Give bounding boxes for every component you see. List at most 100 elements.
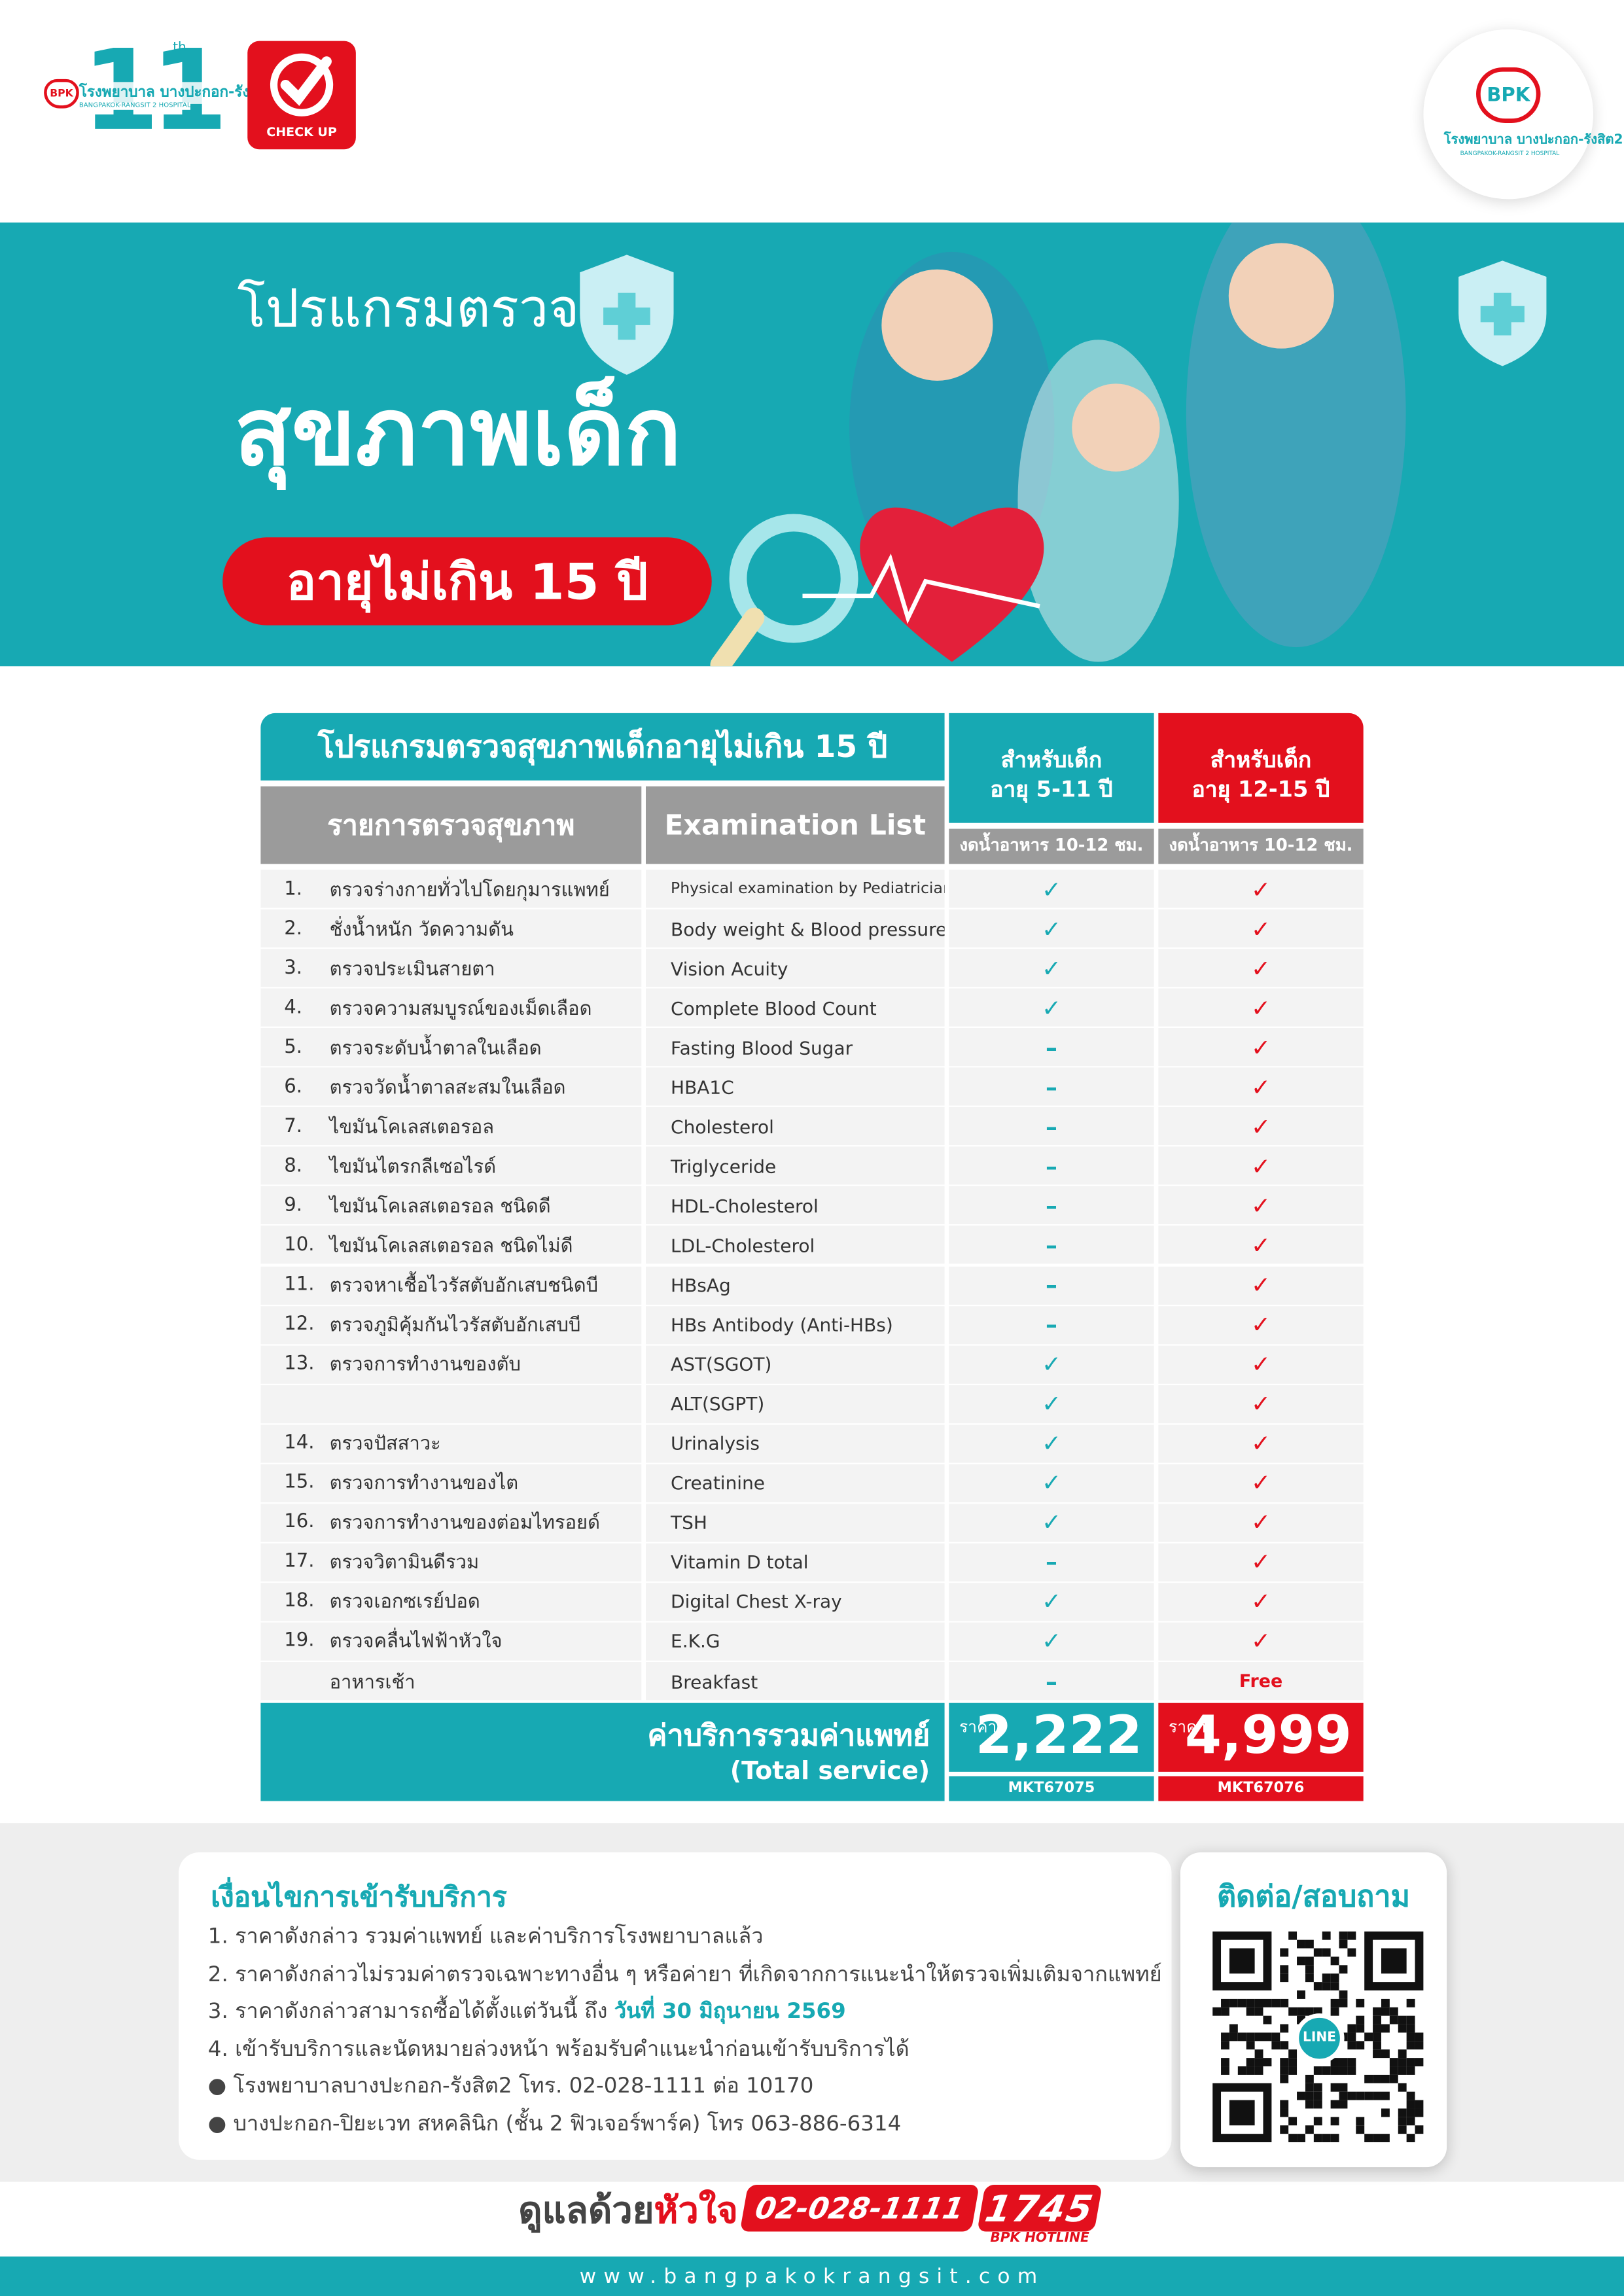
check-mark: – xyxy=(1046,1192,1057,1220)
qr-module xyxy=(1389,2074,1398,2083)
row-number: 17. xyxy=(284,1551,315,1574)
qr-module xyxy=(1347,2066,1356,2075)
qr-module xyxy=(1364,2032,1373,2041)
banner: โปรแกรมตรวจ สุขภาพเด็ก อายุไม่เกิน 15 ปี xyxy=(0,222,1624,667)
qr-module xyxy=(1237,2032,1246,2041)
qr-module xyxy=(1305,2100,1314,2109)
qr-module xyxy=(1356,2041,1365,2050)
row-th-text: ตรวจความสมบูรณ์ของเม็ดเลือด xyxy=(329,998,592,1021)
row-en-text: Vision Acuity xyxy=(671,957,788,980)
check-mark: ✓ xyxy=(1251,1469,1271,1497)
row-mark: ✓ xyxy=(1158,1107,1364,1146)
row-mark: ✓ xyxy=(1158,1186,1364,1225)
check-mark: ✓ xyxy=(1041,954,1061,982)
qr-module xyxy=(1330,1982,1339,1991)
price: 2,222 xyxy=(975,1706,1142,1766)
row-mark: ✓ xyxy=(949,1464,1154,1502)
qr-module xyxy=(1381,2049,1390,2058)
qr-module xyxy=(1305,2074,1314,2083)
row-th-text: ตรวจการทำงานของตับ xyxy=(329,1354,521,1377)
row-th-text: ตรวจร่างกายทั่วไปโดยกุมารแพทย์ xyxy=(329,879,610,902)
qr-module xyxy=(1347,1948,1356,1957)
qr-module xyxy=(1322,1982,1331,1991)
qr-module xyxy=(1415,2041,1424,2050)
qr-module xyxy=(1280,2108,1289,2117)
row-en-text: HBsAg xyxy=(671,1274,731,1296)
row-number: 6. xyxy=(284,1076,302,1098)
check-mark: ✓ xyxy=(1251,1192,1271,1220)
check-mark: ✓ xyxy=(1251,914,1271,943)
qr-module xyxy=(1313,2134,1322,2143)
col-header-en: Examination List xyxy=(646,786,945,864)
qr-module xyxy=(1254,1998,1263,2007)
qr-module xyxy=(1246,2041,1255,2050)
qr-module xyxy=(1330,1956,1339,1966)
qr-module xyxy=(1406,1998,1415,2007)
total-label: ค่าบริการรวมค่าแพทย์ (Total service) xyxy=(260,1703,945,1801)
qr-module xyxy=(1330,2083,1339,2092)
qr-module xyxy=(1381,2074,1390,2083)
row-th-text: ไขมันโคเลสเตอรอล ชนิดดี xyxy=(329,1196,551,1218)
qr-code xyxy=(1212,1931,1424,2143)
row-number: 10. xyxy=(284,1234,315,1257)
row-en: Digital Chest X-ray xyxy=(646,1582,945,1621)
check-mark: ✓ xyxy=(1041,1350,1061,1379)
qr-module xyxy=(1246,2032,1255,2041)
qr-module xyxy=(1339,2058,1348,2067)
row-th: 4. ตรวจความสมบูรณ์ของเม็ดเลือด xyxy=(260,988,642,1027)
check-mark: ✓ xyxy=(1251,954,1271,982)
qr-module xyxy=(1356,2015,1365,2024)
qr-module xyxy=(1305,1956,1314,1966)
row-mark: ✓ xyxy=(1158,1543,1364,1581)
check-mark: ✓ xyxy=(1041,875,1061,903)
row-th-text: ตรวจระดับน้ำตาลในเลือด xyxy=(329,1038,542,1060)
check-mark: ✓ xyxy=(1251,1231,1271,1260)
row-th-text: ตรวจหาเชื้อไวรัสตับอักเสบชนิดบี xyxy=(329,1275,599,1298)
price-prefix: ราคา xyxy=(959,1718,997,1737)
check-mark: ✓ xyxy=(1041,914,1061,943)
check-mark: ✓ xyxy=(1251,1508,1271,1537)
row-number: 14. xyxy=(284,1432,315,1455)
check-mark: ✓ xyxy=(1251,1112,1271,1140)
row-en-text: Urinalysis xyxy=(671,1432,760,1455)
qr-module xyxy=(1263,2058,1272,2067)
qr-module xyxy=(1288,1931,1297,1940)
qr-module xyxy=(1389,2058,1398,2067)
qr-module xyxy=(1297,2091,1305,2100)
qr-module xyxy=(1398,2108,1407,2117)
fasting-note: งดน้ำอาหาร 10-12 ชม. xyxy=(949,828,1154,864)
qr-module xyxy=(1254,2007,1263,2016)
qr-module xyxy=(1313,2083,1322,2092)
website: www.bangpakokrangsit.com xyxy=(0,2256,1624,2296)
row-en: HBs Antibody (Anti-HBs) xyxy=(646,1305,945,1344)
qr-module xyxy=(1415,2125,1424,2134)
row-mark: – xyxy=(949,1543,1154,1581)
row-en-text: HDL-Cholesterol xyxy=(671,1194,819,1217)
qr-module xyxy=(1339,1990,1348,1999)
qr-module xyxy=(1398,2125,1407,2134)
hospital-name-en: BANGPAKOK-RANGSIT 2 HOSPITAL xyxy=(79,102,191,110)
qr-module xyxy=(1347,2024,1356,2033)
check-mark: ✓ xyxy=(1251,993,1271,1022)
qr-module xyxy=(1229,2024,1238,2033)
qr-module xyxy=(1280,2074,1289,2083)
check-mark: ✓ xyxy=(1251,875,1271,903)
fasting-note: งดน้ำอาหาร 10-12 ชม. xyxy=(1158,828,1364,864)
qr-module xyxy=(1330,2058,1339,2067)
qr-module xyxy=(1280,2066,1289,2075)
qr-module xyxy=(1322,1948,1331,1957)
qr-module xyxy=(1212,2007,1222,2016)
row-en: HBsAg xyxy=(646,1265,945,1304)
qr-module xyxy=(1389,2015,1398,2024)
qr-module xyxy=(1297,1990,1305,1999)
qr-module xyxy=(1288,2066,1297,2075)
row-en: Fasting Blood Sugar xyxy=(646,1028,945,1067)
qr-module xyxy=(1373,2007,1381,2016)
condition-text: 2. ราคาดังกล่าวไม่รวมค่าตรวจเฉพาะทางอื่น… xyxy=(207,1962,1162,1987)
qr-module xyxy=(1373,2032,1381,2041)
qr-module xyxy=(1229,1998,1238,2007)
qr-module xyxy=(1280,2100,1289,2109)
banner-line2: สุขภาพเด็ก xyxy=(234,379,682,488)
row-number: 18. xyxy=(284,1591,315,1613)
row-en: Complete Blood Count xyxy=(646,988,945,1027)
